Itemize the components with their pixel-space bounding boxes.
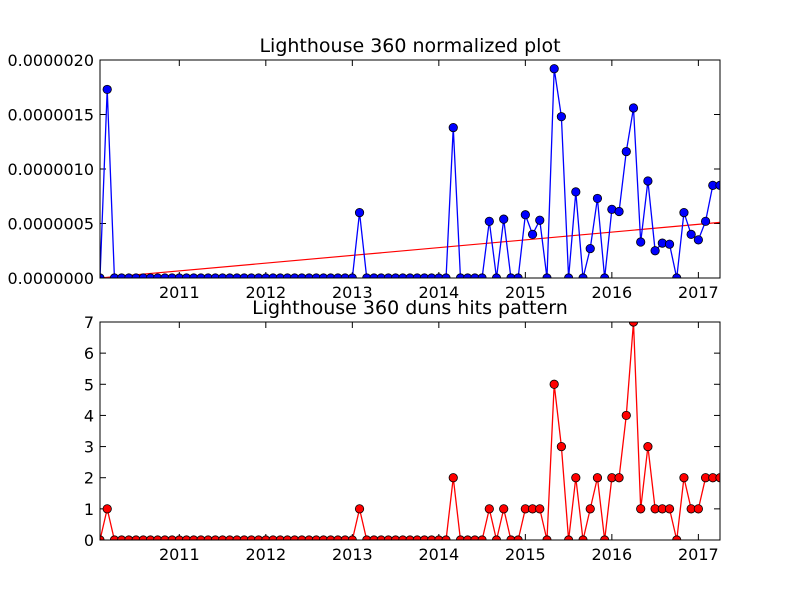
y-tick-label: 4 bbox=[84, 406, 94, 425]
data-point bbox=[585, 504, 595, 514]
x-tick-label: 2017 bbox=[678, 545, 719, 564]
data-point bbox=[592, 193, 603, 204]
y-tick-label: 6 bbox=[84, 344, 94, 363]
data-point bbox=[571, 473, 581, 483]
data-point bbox=[535, 215, 545, 225]
data-point bbox=[484, 504, 494, 514]
data-point bbox=[621, 410, 631, 421]
x-tick-label: 2012 bbox=[245, 283, 286, 302]
data-point bbox=[556, 441, 566, 452]
data-point bbox=[628, 103, 639, 113]
data-point bbox=[520, 210, 530, 220]
series-line bbox=[100, 322, 720, 540]
y-tick-label: 7 bbox=[84, 313, 94, 332]
data-point bbox=[643, 176, 653, 186]
data-point bbox=[527, 229, 538, 239]
trend-line bbox=[100, 221, 720, 278]
y-tick-label: 0.0000005 bbox=[7, 215, 94, 234]
data-point bbox=[679, 208, 689, 218]
data-point bbox=[499, 504, 509, 514]
y-tick-label: 5 bbox=[84, 375, 94, 394]
series-line bbox=[100, 68, 720, 278]
data-point bbox=[354, 208, 365, 218]
axes-frame bbox=[99, 321, 721, 541]
data-point bbox=[693, 504, 703, 514]
y-tick-label: 2 bbox=[84, 469, 94, 488]
x-tick-label: 2014 bbox=[418, 545, 459, 564]
y-tick-label: 1 bbox=[84, 500, 94, 519]
data-point bbox=[592, 473, 603, 483]
x-tick-label: 2016 bbox=[592, 283, 633, 302]
x-tick-label: 2017 bbox=[678, 283, 719, 302]
data-point bbox=[556, 112, 566, 122]
x-tick-label: 2015 bbox=[505, 545, 546, 564]
x-tick-label: 2011 bbox=[159, 283, 200, 302]
plot-area bbox=[100, 322, 720, 540]
data-point bbox=[636, 504, 646, 514]
chart-title: Lighthouse 360 duns hits pattern bbox=[252, 297, 568, 319]
data-point bbox=[448, 473, 458, 483]
x-tick-label: 2013 bbox=[332, 545, 373, 564]
data-point bbox=[643, 441, 653, 452]
x-tick-label: 2015 bbox=[505, 283, 546, 302]
y-tick-label: 0.0000000 bbox=[7, 269, 94, 288]
data-point bbox=[484, 216, 494, 226]
data-point bbox=[679, 473, 689, 483]
data-point bbox=[549, 379, 559, 389]
normalized-plot-panel: Lighthouse 360 normalized plot 0.0000000 0… bbox=[7, 35, 721, 302]
data-point bbox=[700, 216, 711, 226]
data-point bbox=[549, 64, 559, 74]
data-point bbox=[499, 214, 509, 224]
axes-frame bbox=[99, 59, 721, 279]
data-point bbox=[650, 246, 660, 256]
data-point bbox=[102, 504, 112, 514]
y-tick-label: 0.0000020 bbox=[7, 51, 94, 70]
y-tick-label: 0 bbox=[84, 531, 94, 550]
data-point bbox=[585, 243, 595, 254]
x-tick-label: 2014 bbox=[418, 283, 459, 302]
x-tick-label: 2012 bbox=[245, 545, 286, 564]
duns-hits-panel: Lighthouse 360 duns hits pattern 0 1 2 3 4 5 6 7… bbox=[84, 297, 721, 564]
x-tick-label: 2011 bbox=[159, 545, 200, 564]
data-point bbox=[628, 322, 639, 327]
x-tick-label: 2016 bbox=[592, 545, 633, 564]
data-point bbox=[686, 229, 696, 239]
data-point bbox=[693, 235, 703, 245]
data-point bbox=[614, 206, 624, 217]
data-point bbox=[636, 237, 646, 247]
data-point bbox=[621, 146, 631, 157]
data-point bbox=[614, 473, 624, 483]
data-point bbox=[448, 122, 458, 133]
data-point bbox=[571, 187, 581, 197]
data-point bbox=[535, 504, 545, 514]
data-point bbox=[354, 504, 365, 514]
chart-title: Lighthouse 360 normalized plot bbox=[259, 35, 560, 57]
y-tick-label: 3 bbox=[84, 438, 94, 457]
data-point bbox=[664, 504, 675, 514]
data-point bbox=[664, 239, 675, 249]
plot-area bbox=[100, 64, 720, 278]
y-tick-label: 0.0000010 bbox=[7, 160, 94, 179]
y-tick-label: 0.0000015 bbox=[7, 106, 94, 125]
x-tick-label: 2013 bbox=[332, 283, 373, 302]
data-point bbox=[102, 84, 112, 95]
